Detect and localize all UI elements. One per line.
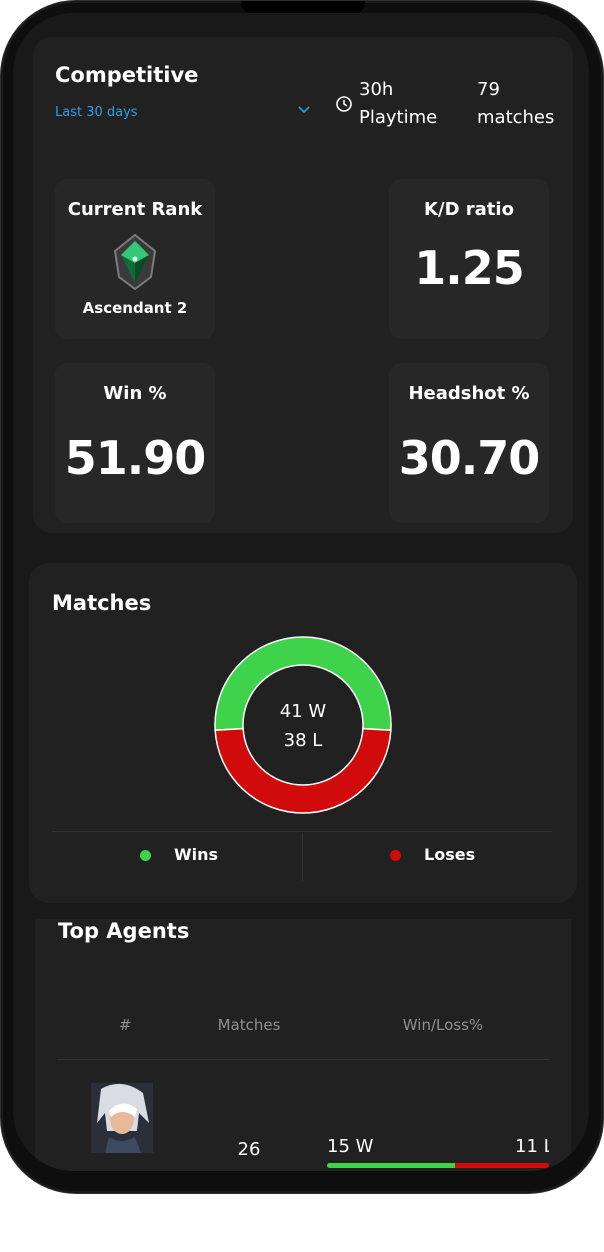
column-header-rank: #: [119, 1016, 132, 1034]
top-agents-card: Top Agents # Matches Win/Loss% 26 15 W 1…: [35, 919, 571, 1171]
loses-legend-dot: [390, 850, 401, 861]
page-title: Competitive: [55, 63, 199, 87]
headshot-percent-value: 30.70: [398, 431, 541, 485]
headshot-percent-tile: Headshot % 30.70: [389, 363, 549, 523]
matches-title: Matches: [52, 591, 152, 615]
agent-portrait-icon: [91, 1083, 153, 1153]
losses-arc: [214, 727, 392, 814]
wins-legend-label: Wins: [174, 845, 219, 864]
agent-wins-text: 15 W: [327, 1136, 374, 1157]
matches-card: Matches 41 W 38 L Wins Loses: [29, 563, 577, 903]
legend-divider: [52, 831, 552, 832]
column-header-win-loss: Win/Loss%: [402, 1016, 484, 1034]
current-rank-value: Ascendant 2: [82, 299, 188, 317]
win-percent-label: Win %: [103, 383, 167, 404]
win-percent-value: 51.90: [64, 431, 207, 485]
playtime-label: Playtime: [359, 107, 438, 128]
top-agents-title: Top Agents: [58, 919, 190, 943]
agent-losses-text: 11 L: [515, 1136, 549, 1157]
phone-notch: [241, 1, 365, 13]
win-percent-tile: Win % 51.90: [55, 363, 215, 523]
competitive-card: Competitive Last 30 days 30h Playtime 79…: [33, 37, 573, 533]
period-dropdown[interactable]: Last 30 days: [55, 101, 311, 123]
chevron-down-icon: [298, 106, 310, 114]
matches-count-value: 79: [477, 79, 500, 100]
headshot-percent-label: Headshot %: [408, 383, 530, 404]
table-header-divider: [57, 1059, 549, 1060]
current-rank-label: Current Rank: [67, 199, 203, 220]
donut-losses-text: 38 L: [283, 730, 323, 751]
rank-ascendant-icon: [113, 233, 157, 291]
phone-frame: Competitive Last 30 days 30h Playtime 79…: [0, 0, 604, 1194]
wins-losses-donut-chart: [214, 636, 392, 814]
period-label: Last 30 days: [55, 105, 138, 120]
agent-matches-count: 26: [237, 1139, 261, 1160]
kd-ratio-label: K/D ratio: [424, 199, 514, 220]
current-rank-tile: Current Rank Ascendant 2: [55, 179, 215, 339]
kd-ratio-value: 1.25: [414, 241, 525, 295]
agent-win-loss-bar: [327, 1163, 549, 1168]
kd-ratio-tile: K/D ratio 1.25: [389, 179, 549, 339]
legend-separator: [302, 833, 303, 881]
table-row[interactable]: 26 15 W 11 L: [35, 1069, 571, 1169]
clock-icon: [336, 96, 352, 112]
loses-legend-label: Loses: [424, 845, 476, 864]
donut-wins-text: 41 W: [279, 701, 327, 722]
wins-arc: [214, 636, 392, 732]
wins-legend-dot: [140, 850, 151, 861]
app-screen: Competitive Last 30 days 30h Playtime 79…: [13, 13, 589, 1171]
agent-win-fill: [327, 1163, 456, 1168]
column-header-matches: Matches: [217, 1016, 281, 1034]
playtime-value: 30h: [359, 79, 394, 100]
matches-count-label: matches: [477, 107, 555, 128]
